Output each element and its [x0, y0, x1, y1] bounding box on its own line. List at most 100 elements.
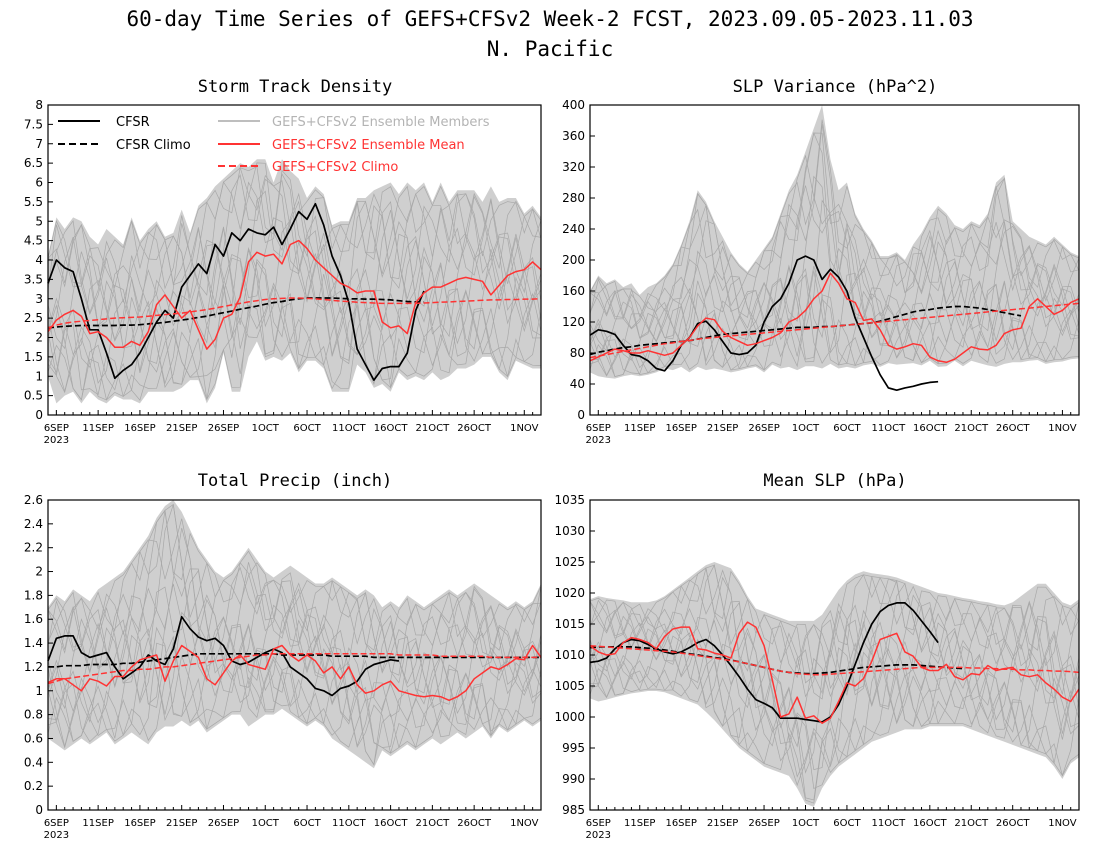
storm-track-density-member-line	[47, 218, 542, 364]
slp-variance-y-tick-label: 320	[562, 160, 585, 174]
slp-variance-x-tick-label: 11SEP	[624, 423, 655, 434]
mean-slp-x-tick-label: 16OCT	[913, 818, 948, 829]
mean-slp-y-tick-label: 1020	[554, 586, 585, 600]
mean-slp-x-tick-label: 1NOV	[1048, 818, 1077, 829]
slp-variance-x-year-label: 2023	[586, 435, 611, 446]
storm-track-density-member-line	[47, 253, 542, 393]
slp-variance-member-line	[589, 298, 1080, 378]
storm-track-density-x-year-label: 2023	[44, 435, 69, 446]
slp-variance-y-tick-label: 0	[577, 408, 585, 422]
storm-track-density-y-tick-label: 7	[35, 137, 43, 151]
mean-slp-x-tick-label: 26OCT	[996, 818, 1031, 829]
mean-slp-x-axis: 6SEP 11SEP 16SEP 21SEP 26SEP 1OCT 6OCT 11OCT 16O…	[586, 805, 1080, 841]
storm-track-density-series-cfsr	[47, 202, 425, 381]
slp-variance-member-line	[589, 124, 1080, 342]
storm-track-density-y-tick-label: 1.5	[24, 350, 43, 364]
slp-variance-series-gefs-cfsv2-climo	[589, 302, 1080, 359]
slp-variance-x-tick-label: 1NOV	[1048, 423, 1077, 434]
storm-track-density-x-tick-label: 11OCT	[332, 423, 367, 434]
slp-variance-x-tick-label: 16OCT	[913, 423, 948, 434]
total-precip-y-tick-label: 2.2	[24, 541, 43, 555]
storm-track-density-y-tick-label: 5	[35, 214, 43, 228]
mean-slp-member-line	[589, 629, 1080, 778]
storm-track-density-y-tick-label: 6.5	[24, 156, 43, 170]
legend-label-members: GEFS+CFSv2 Ensemble Members	[272, 115, 490, 130]
mean-slp-y-tick-label: 1025	[554, 555, 585, 569]
figure-region: N. Pacific	[487, 37, 613, 61]
total-precip-y-tick-label: 0	[35, 803, 43, 817]
total-precip-y-tick-label: 0.2	[24, 779, 43, 793]
slp-variance-series-cfsr	[589, 255, 939, 392]
storm-track-density-y-tick-label: 3.5	[24, 272, 43, 286]
storm-track-density-member-line	[47, 285, 542, 401]
slp-variance-x-axis: 6SEP 11SEP 16SEP 21SEP 26SEP 1OCT 6OCT 11OCT 16O…	[586, 410, 1080, 446]
mean-slp-y-tick-label: 1000	[554, 710, 585, 724]
slp-variance-y-tick-label: 120	[562, 315, 585, 329]
slp-variance-y-tick-label: 400	[562, 98, 585, 112]
total-precip-x-tick-label: 26OCT	[457, 818, 492, 829]
total-precip-member-line	[47, 624, 542, 748]
total-precip-member-line	[47, 503, 542, 673]
total-precip-y-tick-label: 1.4	[24, 636, 43, 650]
slp-variance-plot	[589, 105, 1080, 392]
total-precip-y-tick-label: 2.6	[24, 493, 43, 507]
storm-track-density-x-tick-label: 6SEP	[44, 423, 69, 434]
mean-slp-x-tick-label: 26SEP	[748, 818, 779, 829]
total-precip-member-line	[47, 504, 542, 694]
mean-slp-y-tick-label: 990	[562, 772, 585, 786]
storm-track-density-member-line	[47, 210, 542, 371]
mean-slp-x-tick-label: 6OCT	[833, 818, 861, 829]
mean-slp-series-cfsr	[589, 602, 939, 723]
total-precip-series-cfsr	[47, 615, 400, 697]
storm-track-density-title: Storm Track Density	[198, 77, 392, 97]
storm-track-density-x-axis: 6SEP 11SEP 16SEP 21SEP 26SEP 1OCT 6OCT 11OCT 16O…	[44, 410, 542, 446]
slp-variance-x-tick-label: 26SEP	[748, 423, 779, 434]
mean-slp-y-tick-label: 995	[562, 741, 585, 755]
storm-track-density-series-cfsr-climo	[47, 297, 425, 329]
storm-track-density-x-tick-label: 11SEP	[82, 423, 113, 434]
storm-track-density-y-tick-label: 8	[35, 98, 43, 112]
storm-track-density-x-tick-label: 6OCT	[293, 423, 321, 434]
mean-slp-y-tick-label: 985	[562, 803, 585, 817]
storm-track-density-y-tick-label: 4.5	[24, 234, 43, 248]
mean-slp-x-tick-label: 11OCT	[872, 818, 907, 829]
total-precip-panel: Total Precip (inch) 0 0.2 0.4 0.6 0.8 1 1.2 1.4…	[24, 471, 542, 841]
total-precip-member-line	[47, 625, 542, 766]
storm-track-density-y-tick-label: 0	[35, 408, 43, 422]
total-precip-member-line	[47, 569, 542, 710]
total-precip-y-tick-label: 1	[35, 684, 43, 698]
mean-slp-x-tick-label: 21OCT	[954, 818, 989, 829]
total-precip-x-tick-label: 21SEP	[166, 818, 197, 829]
figure-title: 60-day Time Series of GEFS+CFSv2 Week-2 …	[126, 7, 973, 31]
slp-variance-series-gefs-cfsv2-ensemble-mean	[589, 272, 1080, 364]
total-precip-y-tick-label: 2	[35, 565, 43, 579]
mean-slp-x-tick-label: 11SEP	[624, 818, 655, 829]
mean-slp-x-tick-label: 6SEP	[586, 818, 611, 829]
storm-track-density-plot	[47, 159, 542, 404]
total-precip-y-tick-label: 0.6	[24, 731, 43, 745]
mean-slp-member-line	[589, 659, 1080, 804]
mean-slp-y-axis: 985 990 995 1000 1005 1010 1015 1020 1025 1030 103…	[554, 493, 595, 817]
storm-track-density-y-tick-label: 6	[35, 176, 43, 190]
slp-variance-y-tick-label: 280	[562, 191, 585, 205]
total-precip-y-tick-label: 1.6	[24, 612, 43, 626]
slp-variance-y-tick-label: 80	[570, 346, 585, 360]
total-precip-x-tick-label: 1NOV	[510, 818, 539, 829]
storm-track-density-x-tick-label: 26SEP	[208, 423, 239, 434]
total-precip-x-tick-label: 21OCT	[416, 818, 451, 829]
total-precip-x-tick-label: 26SEP	[208, 818, 239, 829]
slp-variance-panel: SLP Variance (hPa^2) 0 40 80 120 160 200 240 28…	[562, 77, 1080, 446]
slp-variance-member-line	[589, 132, 1080, 318]
storm-track-density-series-gefs-cfsv2-climo	[47, 297, 542, 329]
slp-variance-x-tick-label: 11OCT	[872, 423, 907, 434]
slp-variance-y-tick-label: 360	[562, 129, 585, 143]
mean-slp-member-line	[589, 564, 1080, 711]
slp-variance-x-tick-label: 6SEP	[586, 423, 611, 434]
legend-label-ens-mean: GEFS+CFSv2 Ensemble Mean	[272, 138, 465, 153]
slp-variance-x-tick-label: 21OCT	[954, 423, 989, 434]
mean-slp-member-line	[589, 564, 1080, 684]
mean-slp-plot	[589, 562, 1080, 807]
total-precip-member-line	[47, 509, 542, 651]
total-precip-member-line	[47, 527, 542, 702]
